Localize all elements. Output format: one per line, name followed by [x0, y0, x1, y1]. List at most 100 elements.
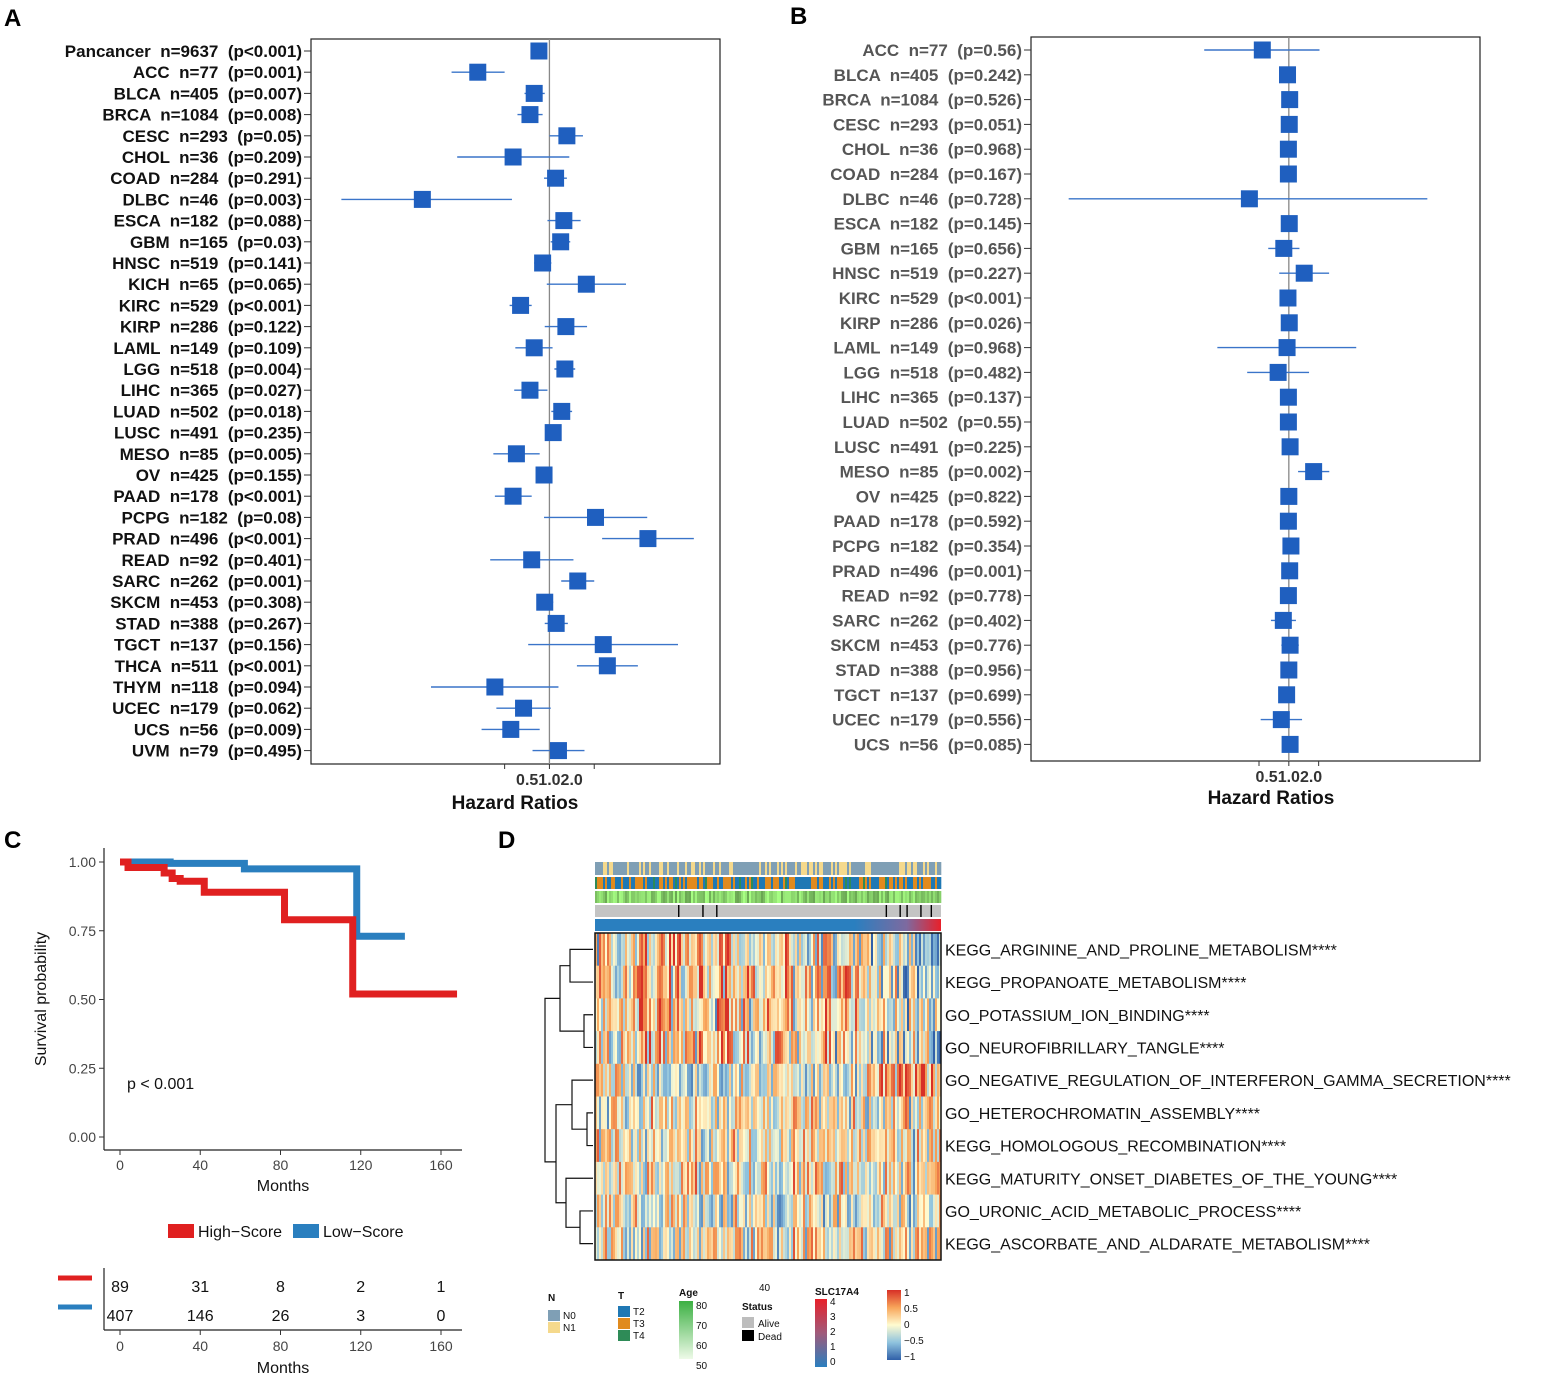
annotation-t-cell [889, 877, 892, 889]
x-tick-label: 0.5 [1255, 769, 1277, 786]
heatmap-cell [917, 1063, 920, 1097]
annotation-t-cell [785, 877, 788, 889]
heatmap-cell [889, 1063, 892, 1097]
heatmap-cell [685, 998, 688, 1032]
heatmap-cell [843, 933, 846, 966]
heatmap-cell [841, 933, 844, 966]
heatmap-cell [719, 1031, 722, 1065]
heatmap-cell [675, 1031, 678, 1065]
heatmap-cell [673, 998, 676, 1032]
heatmap-cell [905, 1129, 908, 1163]
x-tick-label: 1.0 [538, 772, 560, 789]
heatmap-cell [833, 1096, 836, 1130]
annotation-age-cell [649, 891, 652, 903]
annotation-n-cell [863, 862, 866, 875]
heatmap-cell [795, 933, 798, 966]
heatmap-cell [885, 1129, 888, 1163]
heatmap-cell [713, 998, 716, 1032]
heatmap-cell [773, 1227, 776, 1261]
heatmap-cell [599, 1227, 602, 1261]
heatmap-cell [809, 1161, 812, 1195]
annotation-status-dead [702, 905, 704, 917]
risk-count-low: 0 [437, 1308, 446, 1325]
heatmap-cell [635, 1096, 638, 1130]
heatmap-cell [629, 1129, 632, 1163]
annotation-n-cell [767, 862, 770, 875]
heatmap-cell [899, 1227, 902, 1261]
annotation-n-cell [877, 862, 880, 875]
heatmap-cell [753, 1129, 756, 1163]
heatmap-cell [615, 1227, 618, 1261]
annotation-age-cell [775, 891, 778, 903]
heatmap-cell [897, 1063, 900, 1097]
heatmap-cell [727, 965, 730, 999]
annotation-t-cell [811, 877, 814, 889]
heatmap-cell [937, 998, 940, 1032]
heatmap-cell [873, 933, 876, 966]
heatmap-cell [693, 1031, 696, 1065]
heatmap-cell [817, 1096, 820, 1130]
forest-row-label: CHOL n=36 (p=0.209) [122, 148, 302, 167]
heatmap-cell [727, 1194, 730, 1228]
annotation-n-cell [899, 862, 902, 875]
heatmap-cell [865, 965, 868, 999]
heatmap-cell [641, 933, 644, 966]
heatmap-cell [851, 1063, 854, 1097]
heatmap-cell [607, 965, 610, 999]
heatmap-cell [687, 1063, 690, 1097]
heatmap-cell [689, 1161, 692, 1195]
dendrogram-branch [583, 1014, 593, 1049]
heatmap-cell [755, 1031, 758, 1065]
heatmap-cell [629, 1161, 632, 1195]
heatmap-cell [763, 1096, 766, 1130]
hazard-ratio-box [530, 42, 548, 60]
heatmap-cell [893, 933, 896, 966]
annotation-t-cell [725, 877, 728, 889]
annotation-n-cell [805, 862, 808, 875]
heatmap-cell [877, 1063, 880, 1097]
annotation-age-cell [731, 891, 734, 903]
heatmap-cell [681, 1227, 684, 1261]
heatmap-cell [819, 933, 822, 966]
heatmap-cell [713, 1161, 716, 1195]
heatmap-cell [933, 933, 936, 966]
annotation-age-cell [791, 891, 794, 903]
heatmap-cell [643, 1031, 646, 1065]
heatmap-cell [777, 998, 780, 1032]
heatmap-cell [743, 1161, 746, 1195]
annotation-age-cell [929, 891, 932, 903]
heatmap-cell [921, 1063, 924, 1097]
heatmap-cell [749, 965, 752, 999]
heatmap-cell [775, 1129, 778, 1163]
hazard-ratio-box [594, 636, 612, 654]
heatmap-cell [715, 1096, 718, 1130]
annotation-age-cell [881, 891, 884, 903]
heatmap-cell [647, 1161, 650, 1195]
heatmap-cell [925, 1031, 928, 1065]
heatmap-cell [813, 1031, 816, 1065]
annotation-t-cell [787, 877, 790, 889]
hazard-ratio-box [413, 190, 431, 208]
heatmap-cell [875, 1096, 878, 1130]
heatmap-cell [915, 965, 918, 999]
heatmap-cell [719, 998, 722, 1032]
heatmap-cell [709, 1129, 712, 1163]
heatmap-cell [631, 1129, 634, 1163]
heatmap-cell [919, 1161, 922, 1195]
heatmap-cell [871, 933, 874, 966]
heatmap-cell [923, 1227, 926, 1261]
heatmap-cell [771, 965, 774, 999]
heatmap-cell [877, 1129, 880, 1163]
annotation-n-cell [691, 862, 694, 875]
heatmap-cell [789, 1129, 792, 1163]
heatmap-cell [907, 1063, 910, 1097]
hazard-ratio-box [1281, 91, 1299, 109]
heatmap-cell [731, 1096, 734, 1130]
heatmap-cell [609, 998, 612, 1032]
heatmap-cell [679, 1161, 682, 1195]
risk-count-high: 89 [111, 1279, 129, 1296]
heatmap-cell [783, 1227, 786, 1261]
heatmap-cell [843, 1194, 846, 1228]
heatmap-cell [749, 1031, 752, 1065]
annotation-t-cell [649, 877, 652, 889]
